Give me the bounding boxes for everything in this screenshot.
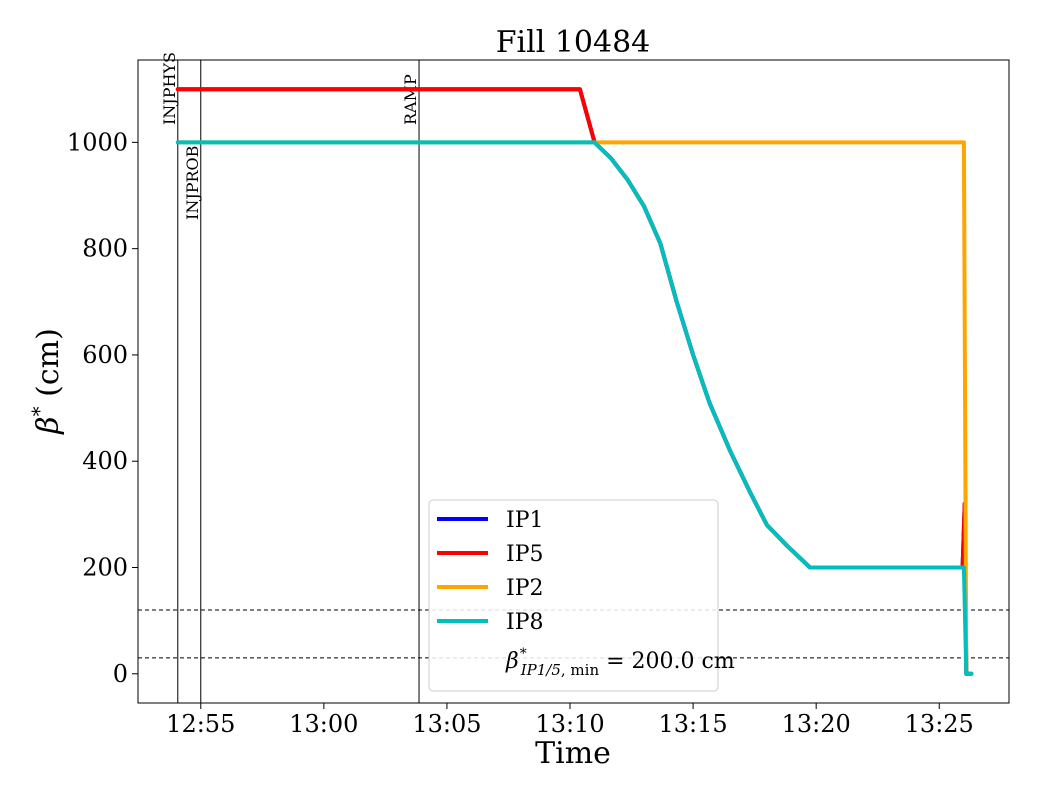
axis-ticks: 12:55 13:00 13:05 13:10 13:15 13:20 13:25 0 200 4…: [67, 128, 974, 738]
vline-label-injphys: INJPHYS: [160, 52, 179, 125]
vline-label-injprob: INJPROB: [183, 146, 202, 220]
y-tick-label: 1000: [67, 128, 128, 156]
legend-annotation: β* IP1/5, min = 200.0 cm: [505, 646, 735, 679]
legend-box: [428, 499, 719, 692]
y-tick-label: 800: [82, 235, 128, 263]
x-tick-label: 13:15: [659, 710, 728, 738]
annotation-subscript-ip: IP1/5: [520, 661, 561, 679]
x-tick-label: 13:10: [535, 710, 604, 738]
annotation-beta: β: [505, 649, 519, 674]
series-lines: [175, 87, 974, 676]
annotation-equals: =: [599, 649, 631, 674]
vline-label-ramp: RAMP: [401, 74, 420, 125]
annotation-value: 200.0 cm: [632, 649, 735, 674]
annotation-subscript-min: , min: [561, 661, 600, 679]
x-tick-label: 13:05: [412, 710, 481, 738]
legend-entries: IP1 IP5 IP2 IP8: [437, 508, 544, 635]
vertical-markers: INJPHYS INJPROB RAMP: [160, 52, 420, 703]
x-axis-label: Time: [535, 736, 611, 771]
x-tick-label: 12:55: [166, 710, 235, 738]
x-tick-label: 13:25: [905, 710, 974, 738]
y-tick-label: 400: [82, 447, 128, 475]
y-axis-label: β* (cm): [27, 328, 66, 435]
legend-label-ip5: IP5: [506, 542, 544, 567]
annotation-superscript: *: [520, 646, 527, 662]
x-tick-label: 13:20: [782, 710, 851, 738]
y-axis-label-superscript: *: [27, 406, 51, 416]
y-axis-label-symbol: β: [31, 416, 66, 434]
legend-label-ip2: IP2: [506, 576, 544, 601]
legend-label-ip8: IP8: [506, 610, 544, 635]
legend-label-ip1: IP1: [506, 508, 544, 533]
y-axis-label-unit: (cm): [31, 328, 66, 406]
x-tick-label: 13:00: [289, 710, 358, 738]
y-tick-label: 200: [82, 553, 128, 581]
y-tick-label: 600: [82, 341, 128, 369]
series-line-ip8: [175, 140, 974, 676]
legend: IP1 IP5 IP2 IP8 β* IP1/5, min = 200.0 cm: [428, 499, 735, 692]
chart-title: Fill 10484: [496, 25, 651, 60]
y-tick-label: 0: [113, 660, 128, 688]
plot-frame: [137, 59, 1010, 704]
